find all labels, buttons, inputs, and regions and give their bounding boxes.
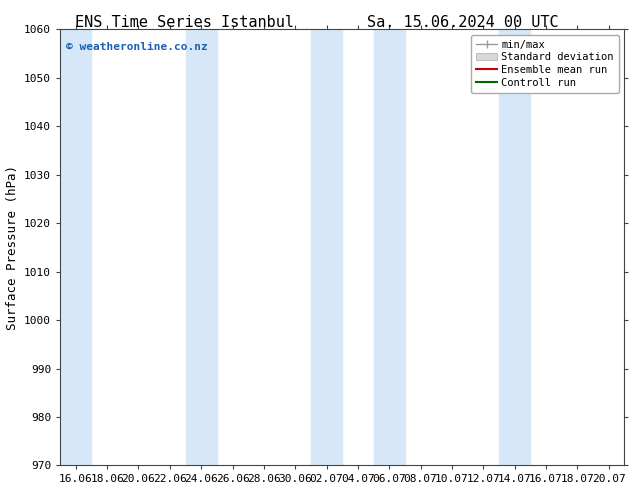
Bar bbox=[60, 29, 91, 465]
Y-axis label: Surface Pressure (hPa): Surface Pressure (hPa) bbox=[6, 165, 18, 330]
Bar bbox=[311, 29, 342, 465]
Legend: min/max, Standard deviation, Ensemble mean run, Controll run: min/max, Standard deviation, Ensemble me… bbox=[471, 34, 619, 93]
Text: ENS Time Series Istanbul        Sa. 15.06.2024 00 UTC: ENS Time Series Istanbul Sa. 15.06.2024 … bbox=[75, 15, 559, 30]
Text: © weatheronline.co.nz: © weatheronline.co.nz bbox=[66, 43, 207, 52]
Bar bbox=[186, 29, 217, 465]
Bar bbox=[499, 29, 530, 465]
Bar bbox=[373, 29, 405, 465]
